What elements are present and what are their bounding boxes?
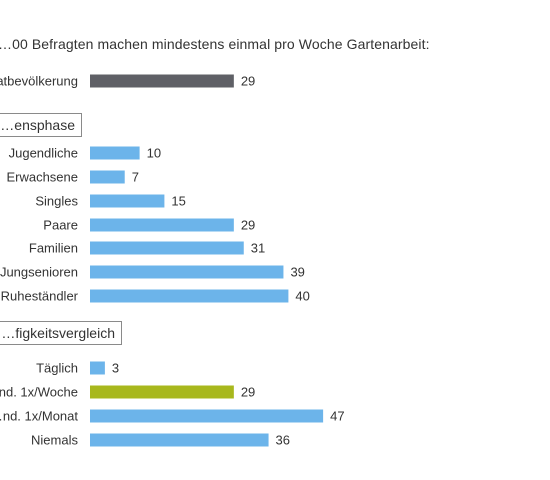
category-label-s0-2: Singles	[35, 194, 78, 209]
value-label-s1-3: 36	[276, 433, 290, 448]
bar-s0-5	[90, 265, 284, 279]
bar-s1-1	[90, 385, 234, 399]
bar-s0-4	[90, 241, 244, 255]
bar-s1-0	[90, 361, 105, 375]
category-label-s0-3: Paare	[43, 218, 78, 233]
category-label-s0-4: Familien	[29, 241, 78, 256]
chart-title: …00 Befragten machen mindestens einmal p…	[0, 36, 430, 52]
value-label-s0-1: 7	[132, 170, 139, 185]
section-heading-lebensphase-label: …ensphase	[0, 117, 75, 133]
value-label-s1-1: 29	[241, 385, 255, 400]
value-label-total: 29	[241, 74, 255, 89]
bar-s1-3	[90, 433, 269, 447]
value-label-s0-5: 39	[290, 265, 304, 280]
value-label-s0-0: 10	[147, 146, 161, 161]
bar-s0-0	[90, 146, 140, 160]
bar-s0-6	[90, 289, 289, 303]
value-label-s0-4: 31	[251, 241, 265, 256]
value-label-s1-0: 3	[112, 361, 119, 376]
value-label-s0-2: 15	[171, 194, 185, 209]
value-label-s1-2: 47	[330, 409, 344, 424]
category-label-s0-0: Jugendliche	[9, 146, 78, 161]
bar-s0-1	[90, 170, 125, 184]
category-label-s0-5: Jungsenioren	[0, 265, 78, 280]
section-heading-lebensphase: …ensphase	[0, 113, 82, 137]
category-label-s1-3: Niemals	[31, 433, 78, 448]
section-heading-haeufigkeitsvergleich-label: …figkeitsvergleich	[1, 325, 115, 341]
category-label-s1-1: …nd. 1x/Woche	[0, 385, 78, 400]
bar-s0-3	[90, 218, 234, 232]
bar-s1-2	[90, 409, 324, 423]
category-label-s0-6: Ruheständler	[1, 289, 79, 304]
category-label-total: …atbevölkerung	[0, 74, 78, 89]
bar-total	[90, 74, 234, 88]
category-label-s0-1: Erwachsene	[6, 170, 78, 185]
value-label-s0-3: 29	[241, 218, 255, 233]
section-heading-haeufigkeitsvergleich: …figkeitsvergleich	[0, 321, 122, 345]
value-label-s0-6: 40	[295, 289, 309, 304]
category-label-s1-2: …nd. 1x/Monat	[0, 409, 78, 424]
category-label-s1-0: Täglich	[36, 361, 78, 376]
bar-s0-2	[90, 194, 165, 208]
